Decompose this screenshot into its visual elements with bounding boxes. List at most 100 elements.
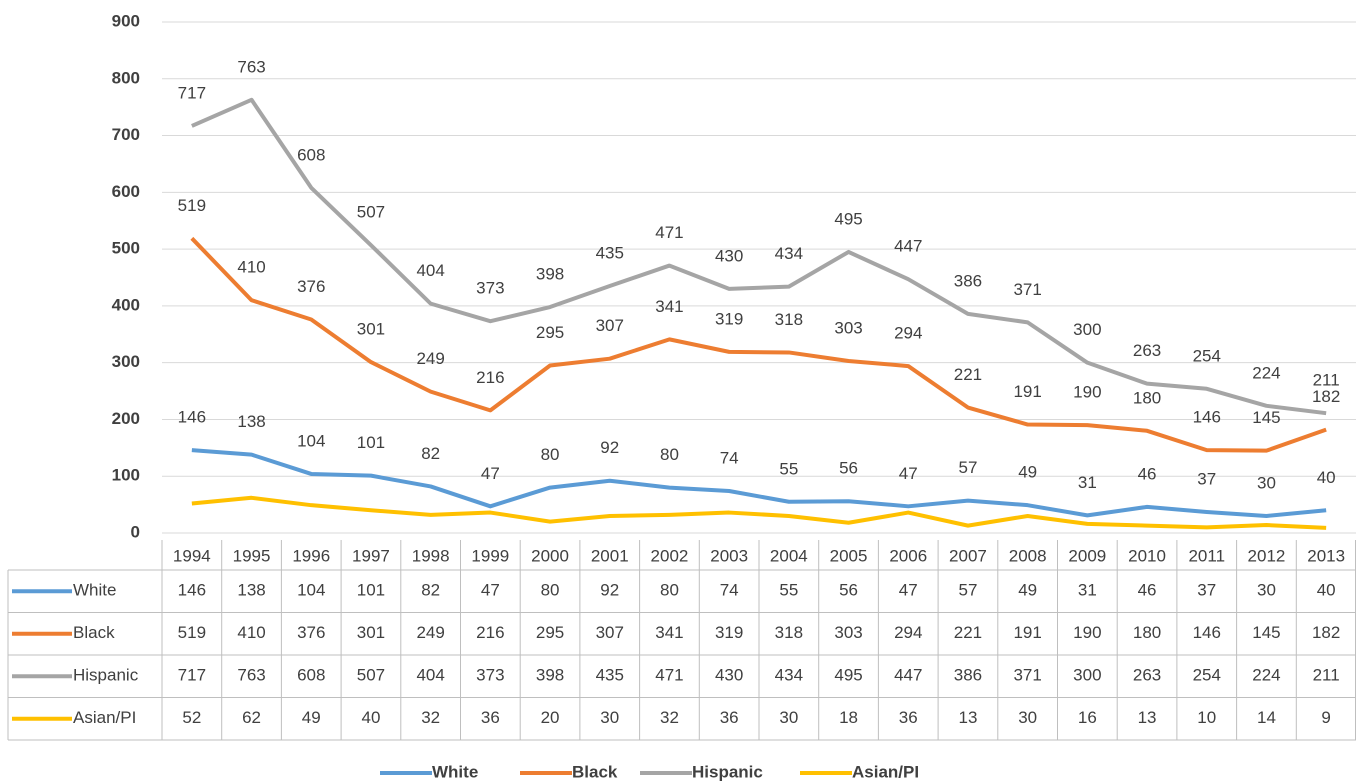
table-cell: 10 — [1197, 708, 1216, 727]
data-label: 507 — [357, 203, 385, 222]
series-line — [191, 448, 1327, 518]
y-tick-label: 900 — [112, 11, 140, 30]
x-tick-label: 1999 — [471, 546, 509, 565]
table-cell: 36 — [899, 708, 918, 727]
legend-label: Black — [572, 762, 618, 781]
table-cell: 447 — [894, 666, 922, 685]
table-cell: 82 — [421, 581, 440, 600]
table-cell: 46 — [1138, 581, 1157, 600]
data-label: 49 — [1018, 463, 1037, 482]
table-cell: 31 — [1078, 581, 1097, 600]
table-cell: 104 — [297, 581, 325, 600]
data-label: 447 — [894, 237, 922, 256]
data-label: 80 — [541, 445, 560, 464]
data-label: 307 — [596, 316, 624, 335]
table-cell: 57 — [958, 581, 977, 600]
table-cell: 307 — [596, 623, 624, 642]
x-tick-label: 2011 — [1188, 546, 1225, 565]
data-label: 211 — [1313, 371, 1340, 390]
data-label: 254 — [1193, 346, 1221, 365]
data-label: 318 — [775, 310, 803, 329]
table-cell: 295 — [536, 623, 564, 642]
data-label: 57 — [958, 458, 977, 477]
table-cell: 371 — [1013, 666, 1041, 685]
table-cell: 92 — [600, 581, 619, 600]
table-cell: 318 — [775, 623, 803, 642]
data-label: 303 — [834, 318, 862, 337]
series-line — [190, 236, 1327, 453]
y-tick-label: 500 — [112, 239, 140, 258]
table-cell: 495 — [834, 666, 862, 685]
table-cell: 146 — [178, 581, 206, 600]
table-cell: 30 — [1018, 708, 1037, 727]
table-cell: 101 — [357, 581, 385, 600]
table-cell: 410 — [237, 623, 265, 642]
x-tick-label: 1995 — [233, 546, 271, 565]
table-cell: 216 — [476, 623, 504, 642]
table-row-label: Black — [73, 623, 115, 642]
legend-label: Hispanic — [692, 762, 763, 781]
data-label: 138 — [237, 412, 265, 431]
data-label: 146 — [178, 408, 206, 427]
data-label: 263 — [1133, 341, 1161, 360]
x-tick-label: 2001 — [591, 546, 629, 565]
table-cell: 138 — [237, 581, 265, 600]
data-label: 80 — [660, 445, 679, 464]
table-row-label: Asian/PI — [73, 708, 136, 727]
table-cell: 249 — [416, 623, 444, 642]
data-label: 373 — [476, 279, 504, 298]
data-label: 301 — [357, 320, 385, 339]
table-cell: 36 — [720, 708, 739, 727]
table-cell: 52 — [182, 708, 201, 727]
data-label: 40 — [1317, 468, 1336, 487]
table-cell: 434 — [775, 666, 803, 685]
data-label: 435 — [596, 244, 624, 263]
x-tick-label: 2004 — [770, 546, 808, 565]
x-tick-label: 2010 — [1128, 546, 1166, 565]
table-cell: 224 — [1252, 666, 1280, 685]
x-tick-label: 2007 — [949, 546, 987, 565]
data-label: 190 — [1073, 383, 1101, 402]
data-label: 74 — [720, 448, 739, 467]
data-label: 471 — [655, 223, 683, 242]
series-line — [191, 495, 1327, 530]
data-label: 31 — [1078, 473, 1097, 492]
table-cell: 9 — [1321, 708, 1330, 727]
table-cell: 49 — [302, 708, 321, 727]
data-label: 191 — [1013, 382, 1041, 401]
data-label: 249 — [416, 349, 444, 368]
table-cell: 30 — [600, 708, 619, 727]
table-cell: 62 — [242, 708, 261, 727]
table-cell: 376 — [297, 623, 325, 642]
table-cell: 211 — [1313, 666, 1340, 685]
x-tick-label: 2003 — [710, 546, 748, 565]
y-tick-label: 200 — [112, 409, 140, 428]
table-cell: 80 — [660, 581, 679, 600]
x-tick-label: 1996 — [292, 546, 330, 565]
data-label: 101 — [357, 433, 385, 452]
table-cell: 13 — [958, 708, 977, 727]
data-label: 56 — [839, 459, 858, 478]
table-cell: 20 — [541, 708, 560, 727]
table-cell: 14 — [1257, 708, 1276, 727]
data-label: 104 — [297, 431, 325, 450]
table-cell: 430 — [715, 666, 743, 685]
table-cell: 47 — [899, 581, 918, 600]
table-cell: 319 — [715, 623, 743, 642]
table-row-label: Hispanic — [73, 666, 139, 685]
table-cell: 303 — [834, 623, 862, 642]
table-cell: 300 — [1073, 666, 1101, 685]
data-label: 295 — [536, 323, 564, 342]
data-label: 398 — [536, 265, 564, 284]
x-tick-label: 2006 — [889, 546, 927, 565]
table-cell: 56 — [839, 581, 858, 600]
data-label: 300 — [1073, 320, 1101, 339]
table-cell: 373 — [476, 666, 504, 685]
y-tick-label: 0 — [131, 522, 140, 541]
table-cell: 471 — [655, 666, 683, 685]
data-label: 404 — [416, 261, 444, 280]
table-cell: 49 — [1018, 581, 1037, 600]
y-tick-label: 600 — [112, 182, 140, 201]
x-tick-label: 1997 — [352, 546, 390, 565]
data-label: 47 — [899, 464, 918, 483]
